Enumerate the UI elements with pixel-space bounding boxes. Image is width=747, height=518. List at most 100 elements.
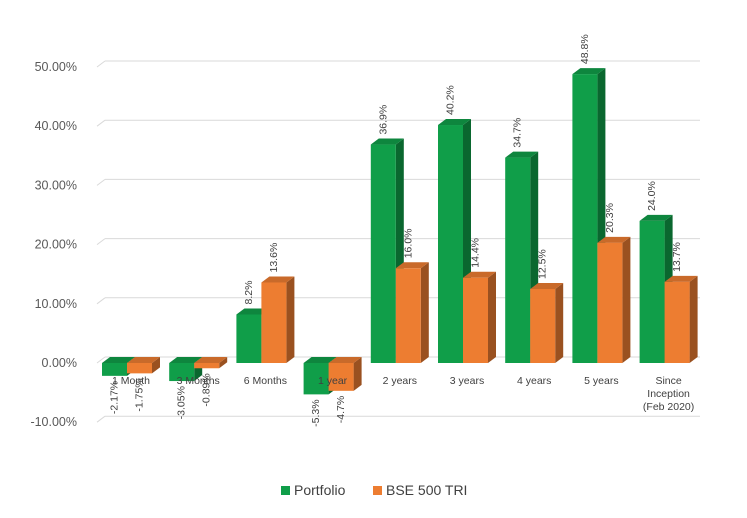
bar-top: [505, 151, 539, 158]
bar-bse-500-tri: [127, 357, 160, 374]
y-tick-label: 40.00%: [35, 119, 77, 133]
bar-top: [597, 236, 631, 243]
bar-front: [102, 363, 127, 376]
x-tick-label: Since Inception (Feb 2020): [643, 375, 694, 413]
bar-top: [127, 357, 160, 363]
x-tick-label: 1 Month: [112, 375, 150, 387]
bar-side: [353, 357, 362, 391]
bar-top: [328, 357, 362, 363]
data-label: 20.3%: [604, 203, 616, 233]
bar-top: [169, 357, 203, 363]
data-labels: -2.17% -1.75% -3.05% -0.89% 8.2% 13.6% -5.3% -4…: [109, 34, 684, 426]
bar-top: [395, 262, 429, 269]
bar-front: [597, 242, 623, 363]
y-tick-label: 0.00%: [42, 356, 77, 370]
data-label: -2.17%: [109, 381, 121, 414]
legend-swatch-bse-500-tri: [373, 486, 382, 495]
bar-front: [639, 220, 665, 363]
x-tick-line: Inception: [647, 388, 690, 400]
x-tick-label: 1 year: [318, 375, 348, 387]
data-label: -1.75%: [134, 378, 146, 411]
data-label: -4.7%: [335, 396, 347, 423]
legend-swatch-portfolio: [281, 486, 290, 495]
y-tick-label: 50.00%: [35, 60, 77, 74]
bar-front: [194, 363, 220, 369]
bar-top: [102, 357, 135, 363]
data-label: 16.0%: [402, 228, 414, 258]
bar-front: [169, 363, 195, 382]
bar-top: [639, 214, 673, 221]
bar-top: [303, 357, 337, 363]
x-tick-label: 5 years: [584, 375, 618, 387]
bar-side: [555, 283, 564, 363]
bars: [102, 68, 698, 395]
bar-top: [438, 119, 471, 126]
bar-front: [236, 314, 262, 363]
x-tick-label: 3 years: [450, 375, 484, 387]
data-label: 48.8%: [579, 34, 591, 64]
x-tick-line: (Feb 2020): [643, 401, 694, 413]
gridline-depth: [96, 356, 106, 364]
legend: Portfolio BSE 500 TRI: [281, 482, 467, 498]
bar-top: [572, 68, 606, 75]
bar-side: [152, 357, 160, 374]
bar-bse-500-tri: [463, 271, 496, 363]
bar-side: [219, 357, 228, 369]
bar-front: [530, 289, 556, 363]
bar-side: [286, 276, 295, 363]
y-tick-label: 20.00%: [35, 238, 77, 252]
bar-front: [370, 144, 396, 363]
data-label: 8.2%: [243, 281, 255, 305]
bar-top: [194, 357, 228, 363]
bar-top: [236, 308, 270, 315]
y-tick-label: 30.00%: [35, 178, 77, 192]
bar-front: [395, 268, 421, 363]
bar-bse-500-tri: [664, 275, 698, 363]
data-label: -3.05%: [176, 386, 188, 419]
gridline-depth: [96, 119, 106, 127]
bar-bse-500-tri: [597, 236, 631, 363]
data-label: 24.0%: [646, 181, 658, 211]
x-tick-line: Since: [655, 375, 681, 387]
bar-front: [328, 363, 354, 391]
bar-front: [438, 125, 463, 364]
bar-side: [622, 236, 631, 363]
bar-top: [370, 138, 404, 145]
bar-bse-500-tri: [194, 357, 228, 369]
data-label: -5.3%: [310, 399, 322, 426]
bar-top: [463, 271, 496, 278]
data-label: 12.5%: [537, 249, 549, 279]
gridline-depth: [96, 178, 106, 186]
legend-label-portfolio: Portfolio: [294, 482, 346, 498]
data-label: 13.7%: [671, 242, 683, 272]
gridline-depth: [96, 415, 106, 423]
bar-bse-500-tri: [328, 357, 362, 391]
x-tick-label: 4 years: [517, 375, 551, 387]
bar-side: [488, 271, 496, 363]
bar-top: [261, 276, 295, 283]
bar-front: [664, 281, 690, 363]
bar-front: [505, 157, 531, 363]
x-tick-label: 6 Months: [244, 375, 287, 387]
bar-top: [530, 283, 564, 289]
y-tick-label: 10.00%: [35, 297, 77, 311]
y-axis-ticks: -10.00% 0.00% 10.00% 20.00% 30.00% 40.00% 50.0…: [30, 60, 77, 429]
bar-side: [420, 262, 429, 363]
data-label: 34.7%: [512, 118, 524, 148]
data-label: 14.4%: [470, 238, 482, 268]
bar-bse-500-tri: [261, 276, 295, 363]
bar-side: [689, 275, 698, 363]
gridline-depth: [96, 297, 106, 305]
bar-front: [303, 363, 329, 395]
data-label: 36.9%: [377, 105, 389, 135]
data-label: 13.6%: [268, 243, 280, 273]
x-axis-ticks: 1 Month 3 Months 6 Months 1 year 2 years 3 ye…: [112, 375, 694, 413]
bar-bse-500-tri: [530, 283, 564, 363]
bar-front: [127, 363, 152, 374]
y-tick-label: -10.00%: [30, 415, 77, 429]
gridline-depth: [96, 60, 106, 68]
gridline-depth: [96, 238, 106, 246]
bar-portfolio: [438, 119, 471, 364]
bar-front: [261, 282, 287, 363]
